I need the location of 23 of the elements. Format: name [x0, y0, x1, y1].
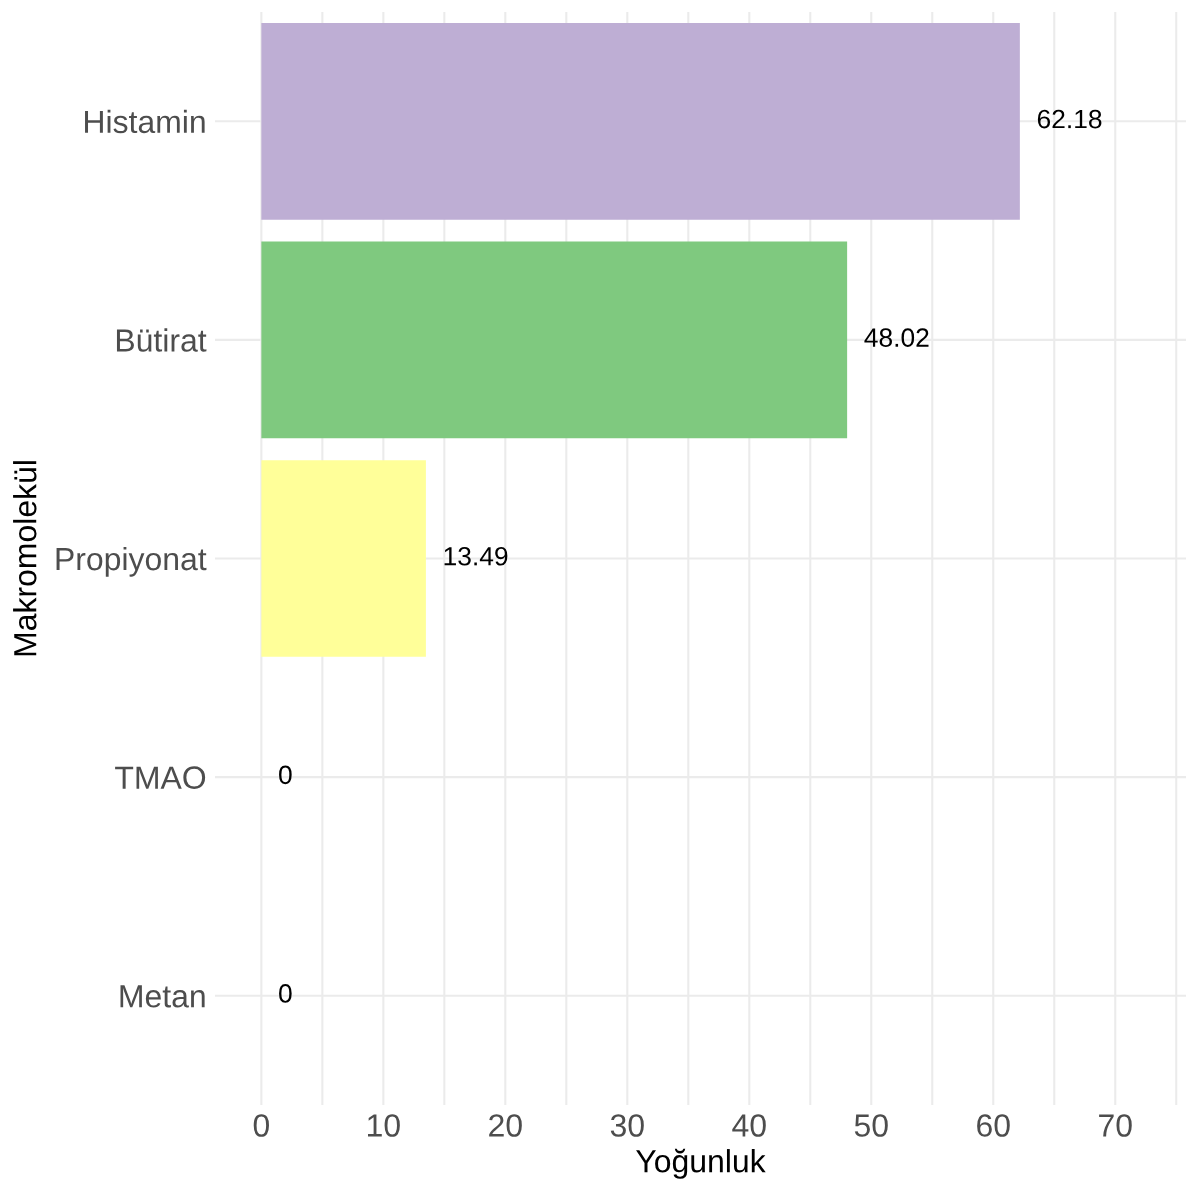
x-tick-label: 50	[854, 1114, 888, 1137]
x-tick-label: 70	[1099, 1114, 1132, 1137]
y-tick-label: Bütirat	[116, 328, 207, 352]
x-tick-label: 0	[253, 1114, 269, 1137]
x-tick-label: 30	[610, 1114, 644, 1137]
x-axis-title: Yoğunluk	[636, 1148, 766, 1179]
bar	[261, 241, 848, 439]
y-axis-title: Makromolekül	[13, 461, 37, 656]
data-label: 13.49	[444, 546, 508, 566]
y-tick-label: TMAO	[115, 766, 206, 789]
x-tick-label: 60	[977, 1114, 1010, 1137]
x-tick-label: 20	[489, 1114, 522, 1137]
y-tick-label: Metan	[120, 985, 205, 1008]
data-label: 48.02	[864, 328, 929, 347]
data-label: 0	[279, 984, 292, 1003]
data-label: 0	[279, 765, 292, 785]
bar	[261, 22, 1020, 220]
x-tick-label: 40	[732, 1114, 766, 1137]
y-tick-label: Propiyonat	[56, 546, 207, 577]
bar	[261, 460, 426, 657]
y-tick-label: Histamin	[85, 109, 205, 134]
x-tick-label: 10	[368, 1114, 400, 1137]
data-label: 62.18	[1037, 109, 1102, 129]
